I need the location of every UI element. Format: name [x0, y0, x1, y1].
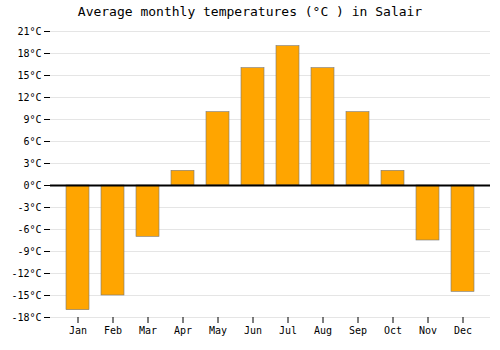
svg-text:Apr: Apr — [174, 325, 192, 336]
svg-text:0°C: 0°C — [23, 180, 41, 191]
svg-text:May: May — [209, 325, 227, 336]
html-text:Average monthly temperatures (: Average monthly temperatures (°C ) in Sa… — [77, 4, 423, 19]
svg-text:15°C: 15°C — [17, 70, 41, 81]
svg-text:Nov: Nov — [419, 325, 437, 336]
svg-text:-6°C: -6°C — [17, 224, 41, 235]
svg-text:9°C: 9°C — [23, 114, 41, 125]
svg-text:3°C: 3°C — [23, 158, 41, 169]
svg-text:6°C: 6°C — [23, 136, 41, 147]
svg-text:Sep: Sep — [349, 325, 367, 336]
svg-text:21°C: 21°C — [17, 26, 41, 37]
svg-text:Jun: Jun — [244, 325, 262, 336]
svg-text:Jul: Jul — [279, 325, 297, 336]
svg-text:-3°C: -3°C — [17, 202, 41, 213]
svg-text:Feb: Feb — [104, 325, 122, 336]
svg-text:Aug: Aug — [314, 325, 332, 336]
svg-text:18°C: 18°C — [17, 48, 41, 59]
svg-text:Dec: Dec — [454, 325, 472, 336]
svg-text:Mar: Mar — [139, 325, 157, 336]
svg-text:-9°C: -9°C — [17, 246, 41, 257]
svg-text:-18°C: -18°C — [11, 312, 41, 323]
svg-text:12°C: 12°C — [17, 92, 41, 103]
svg-text:-15°C: -15°C — [11, 290, 41, 301]
svg-text:Oct: Oct — [384, 325, 402, 336]
svg-text:-12°C: -12°C — [11, 268, 41, 279]
svg-text:Jan: Jan — [69, 325, 87, 336]
